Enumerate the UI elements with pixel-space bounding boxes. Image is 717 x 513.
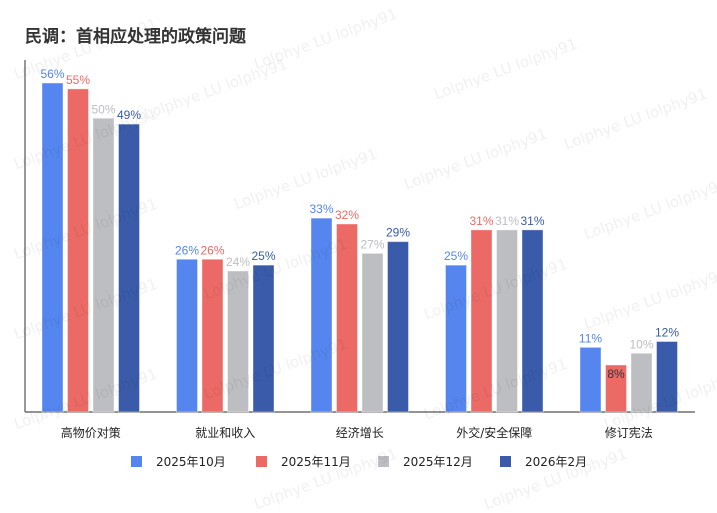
x-tick-label: 就业和收入 <box>195 426 255 440</box>
bar <box>67 88 89 413</box>
bar <box>310 217 333 413</box>
data-label: 11% <box>579 331 602 345</box>
legend-label: 2025年11月 <box>281 455 351 469</box>
chart-title: 民调：首相应处理的政策问题 <box>25 27 246 47</box>
legend-swatch <box>256 456 267 467</box>
bar <box>630 352 653 413</box>
data-label: 8% <box>607 367 625 381</box>
bar <box>445 264 467 413</box>
bar <box>361 252 384 413</box>
data-label: 10% <box>629 337 653 351</box>
bar <box>496 229 518 413</box>
legend-label: 2026年2月 <box>525 455 587 469</box>
bar <box>656 341 678 413</box>
bar <box>605 364 627 413</box>
data-label: 26% <box>175 243 199 257</box>
data-label: 32% <box>335 208 359 222</box>
bar <box>252 264 275 413</box>
x-tick-label: 经济增长 <box>336 425 384 440</box>
data-label: 25% <box>251 249 275 263</box>
bar <box>470 229 493 413</box>
bar <box>579 346 602 413</box>
x-tick-label: 修订宪法 <box>605 425 653 440</box>
data-label: 31% <box>520 214 544 228</box>
data-label: 27% <box>360 237 384 251</box>
x-tick-label: 外交/安全保障 <box>456 425 532 440</box>
legend-label: 2025年12月 <box>403 455 473 469</box>
data-label: 56% <box>40 67 64 81</box>
legend-swatch <box>500 456 511 467</box>
bar <box>201 258 224 413</box>
data-label: 31% <box>495 214 519 228</box>
data-label: 31% <box>469 214 493 228</box>
data-label: 50% <box>91 102 115 116</box>
data-label: 12% <box>655 326 679 340</box>
bar <box>336 223 358 413</box>
data-label: 29% <box>386 226 410 240</box>
bar <box>176 258 198 413</box>
data-label: 26% <box>200 243 224 257</box>
data-label: 49% <box>117 108 141 122</box>
bar <box>227 270 249 413</box>
bar <box>41 82 64 413</box>
bar <box>92 117 115 413</box>
x-tick-label: 高物价对策 <box>61 425 121 440</box>
data-label: 55% <box>66 73 90 87</box>
data-label: 25% <box>444 249 468 263</box>
legend-swatch <box>378 456 389 467</box>
legend-swatch <box>131 456 142 467</box>
bar <box>521 229 544 413</box>
bar <box>118 123 140 413</box>
bar <box>387 241 409 413</box>
legend-label: 2025年10月 <box>156 455 226 469</box>
data-label: 33% <box>309 202 333 216</box>
data-label: 24% <box>226 255 250 269</box>
